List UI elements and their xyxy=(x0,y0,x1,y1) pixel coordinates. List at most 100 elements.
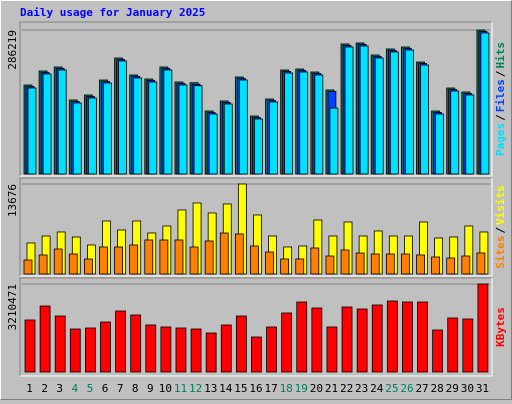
bar xyxy=(450,90,460,175)
bar xyxy=(314,74,324,175)
panel-shadow xyxy=(19,177,492,276)
bar xyxy=(129,244,139,275)
bar xyxy=(420,64,429,175)
bar xyxy=(417,301,428,373)
bar xyxy=(39,305,51,373)
bar xyxy=(266,326,277,373)
bar xyxy=(371,304,383,373)
bar xyxy=(295,258,305,275)
bar xyxy=(326,326,338,373)
bar xyxy=(42,73,52,175)
panel-light xyxy=(20,178,493,277)
x-tick-label: 22 xyxy=(340,382,353,395)
bar xyxy=(114,246,123,275)
legend: Pages/Files/Hits xyxy=(494,42,507,156)
bar xyxy=(24,319,36,373)
bar xyxy=(254,118,263,175)
x-tick-label: 18 xyxy=(280,382,293,395)
bar xyxy=(175,327,187,373)
bar xyxy=(401,253,410,275)
bar xyxy=(68,253,78,275)
bar xyxy=(159,239,169,275)
bar xyxy=(220,324,232,373)
bar xyxy=(238,79,248,175)
bar xyxy=(416,254,425,275)
x-tick-label: 24 xyxy=(370,382,384,395)
bar xyxy=(23,259,33,275)
legend-entry: Pages xyxy=(494,123,507,156)
x-tick-label: 3 xyxy=(56,382,63,395)
x-tick-label: 16 xyxy=(249,382,262,395)
bar xyxy=(130,314,142,373)
x-tick-label: 25 xyxy=(385,382,398,395)
bar xyxy=(480,32,490,175)
bar xyxy=(462,318,474,373)
bar xyxy=(69,328,81,373)
x-tick-label: 23 xyxy=(355,382,368,395)
bar xyxy=(53,248,63,275)
legend-entry: Files xyxy=(494,79,507,112)
panel-shadow xyxy=(19,277,492,376)
x-tick-label: 15 xyxy=(234,382,247,395)
x-tick-label: 2 xyxy=(41,382,48,395)
y-tick-label: 3210471 xyxy=(6,284,19,330)
bar xyxy=(389,51,399,175)
x-tick-label: 7 xyxy=(117,382,124,395)
bar xyxy=(370,253,380,275)
x-tick-label: 28 xyxy=(431,382,444,395)
x-tick-label: 1 xyxy=(26,382,33,395)
chart-title: Daily usage for January 2025 xyxy=(20,6,205,19)
bar xyxy=(329,107,339,175)
bar xyxy=(432,329,444,373)
bar xyxy=(325,255,335,275)
bar xyxy=(356,308,368,373)
bar xyxy=(234,233,244,275)
x-tick-label: 9 xyxy=(147,382,154,395)
bar xyxy=(57,69,67,175)
bar xyxy=(299,71,309,175)
bar xyxy=(115,310,126,373)
bar xyxy=(250,245,259,275)
bar xyxy=(208,113,218,175)
legend-entry: Sites xyxy=(494,236,507,269)
x-tick-label: 6 xyxy=(102,382,109,395)
x-tick-label: 17 xyxy=(264,382,277,395)
x-tick-label: 11 xyxy=(174,382,187,395)
x-tick-label: 29 xyxy=(446,382,459,395)
bar xyxy=(310,247,320,275)
bar xyxy=(447,317,459,373)
bar xyxy=(359,45,369,175)
bar xyxy=(133,77,143,175)
bar xyxy=(100,321,111,373)
bar xyxy=(296,301,308,373)
bar xyxy=(281,312,293,373)
bar xyxy=(344,46,354,175)
bar xyxy=(27,87,37,175)
legend: Sites / Visits xyxy=(494,185,507,269)
legend-separator: / xyxy=(494,227,507,234)
bar xyxy=(38,254,48,275)
bar xyxy=(54,315,66,373)
x-tick-label: 5 xyxy=(87,382,94,395)
panel-shadow xyxy=(19,21,492,176)
bar xyxy=(341,306,353,373)
x-tick-label: 8 xyxy=(132,382,139,395)
bar xyxy=(205,332,217,373)
y-tick-label: 13676 xyxy=(6,184,19,217)
bar xyxy=(477,283,489,373)
x-tick-label: 10 xyxy=(159,382,172,395)
bar xyxy=(219,232,229,275)
bar xyxy=(178,84,188,175)
bar xyxy=(189,246,199,275)
bar xyxy=(280,258,290,275)
bar xyxy=(374,57,384,175)
bar xyxy=(84,327,96,373)
panel-light xyxy=(20,22,493,177)
bar xyxy=(386,300,398,373)
legend: KBytes xyxy=(494,307,507,347)
x-tick-label: 19 xyxy=(295,382,308,395)
x-tick-label: 26 xyxy=(400,382,413,395)
bar xyxy=(163,69,173,175)
